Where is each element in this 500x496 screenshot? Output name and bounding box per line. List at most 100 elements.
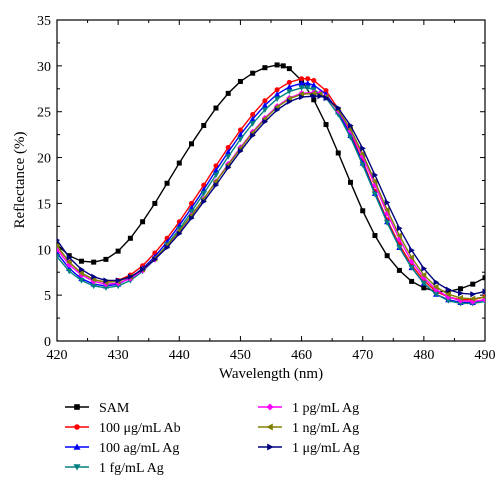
x-tick-label: 430 <box>108 348 129 363</box>
legend-item: SAM <box>65 401 130 416</box>
legend-item: 1 fg/mL Ag <box>65 461 164 476</box>
x-tick-label: 420 <box>47 348 68 363</box>
y-tick-label: 0 <box>44 335 51 350</box>
data-point <box>286 89 293 95</box>
data-point <box>371 178 378 185</box>
axis-ticks: 420 430 440 450 460 470 480 490 0 5 10 15 20 25 30 35 <box>37 14 496 363</box>
data-point <box>189 200 195 206</box>
legend-label: 1 ng/mL Ag <box>292 421 359 436</box>
legend-label: 1 μg/mL Ag <box>292 441 360 456</box>
data-point <box>66 254 73 261</box>
data-point <box>164 244 171 251</box>
data-point <box>250 70 256 76</box>
data-point <box>433 279 440 286</box>
data-point <box>396 244 403 251</box>
data-point <box>384 220 391 226</box>
data-point <box>225 154 232 160</box>
data-point <box>237 131 244 138</box>
legend-item: 1 μg/mL Ag <box>258 441 360 456</box>
data-point <box>57 254 61 260</box>
y-tick-label: 5 <box>44 289 51 304</box>
data-point <box>250 111 256 117</box>
data-point <box>78 277 85 284</box>
data-point <box>286 83 293 90</box>
series-6 <box>57 92 485 298</box>
data-point <box>305 76 311 82</box>
data-point <box>372 171 379 179</box>
data-point <box>262 98 268 104</box>
data-point <box>482 275 485 281</box>
data-point <box>384 206 390 213</box>
data-point <box>409 247 415 254</box>
data-point <box>225 90 231 96</box>
data-point <box>347 122 354 129</box>
data-point <box>384 199 391 206</box>
data-point <box>176 160 182 166</box>
x-axis-title: Wavelength (nm) <box>219 366 323 382</box>
x-tick-label: 490 <box>475 348 496 363</box>
x-tick-label: 480 <box>413 348 434 363</box>
y-tick-label: 10 <box>37 243 51 258</box>
data-point <box>323 122 329 128</box>
series-0 <box>57 62 485 294</box>
data-point <box>57 242 60 249</box>
data-point <box>317 92 324 100</box>
data-point <box>237 136 244 143</box>
data-point <box>127 273 134 280</box>
legend-swatch-marker <box>73 443 81 450</box>
series-4 <box>57 89 485 305</box>
data-point <box>469 295 476 302</box>
legend-swatch-marker <box>74 424 80 430</box>
data-point <box>103 277 110 284</box>
data-point <box>57 238 61 242</box>
data-point <box>213 163 219 169</box>
data-point <box>445 291 451 298</box>
data-point <box>274 62 280 68</box>
series-line <box>57 92 485 300</box>
data-point <box>201 122 207 128</box>
data-point <box>432 291 440 298</box>
data-point <box>152 256 158 263</box>
data-point <box>335 150 341 156</box>
data-point <box>323 88 329 94</box>
data-point <box>371 191 379 198</box>
data-point <box>299 93 305 101</box>
data-point <box>127 235 133 241</box>
data-point <box>286 66 292 72</box>
x-tick-label: 450 <box>230 348 251 363</box>
data-point <box>420 280 427 287</box>
data-point <box>347 179 353 185</box>
data-point <box>237 78 243 84</box>
data-point <box>189 214 195 222</box>
plot-frame <box>56 19 486 342</box>
data-point <box>304 80 311 86</box>
legend-label: 1 pg/mL Ag <box>292 401 359 416</box>
data-point <box>286 95 292 102</box>
data-point <box>299 76 305 82</box>
data-point <box>280 63 286 69</box>
data-point <box>78 266 85 273</box>
data-point <box>103 256 109 262</box>
data-point <box>189 141 195 147</box>
legend-label: SAM <box>99 401 130 416</box>
data-point <box>201 198 207 205</box>
data-point <box>310 81 317 88</box>
data-point <box>421 265 427 272</box>
data-point <box>140 219 146 225</box>
data-point <box>91 259 97 265</box>
x-tick-label: 440 <box>169 348 190 363</box>
data-point <box>91 273 97 280</box>
legend-label: 1 fg/mL Ag <box>99 461 164 476</box>
data-point <box>261 107 269 114</box>
data-point <box>225 144 231 150</box>
data-point <box>102 285 110 291</box>
data-point <box>481 295 485 299</box>
series-line <box>57 95 485 295</box>
data-point <box>470 281 476 287</box>
data-point <box>347 134 354 141</box>
data-point <box>200 190 207 197</box>
data-point <box>115 248 121 254</box>
data-point <box>237 148 244 155</box>
data-point <box>458 290 464 297</box>
data-point <box>262 65 268 71</box>
